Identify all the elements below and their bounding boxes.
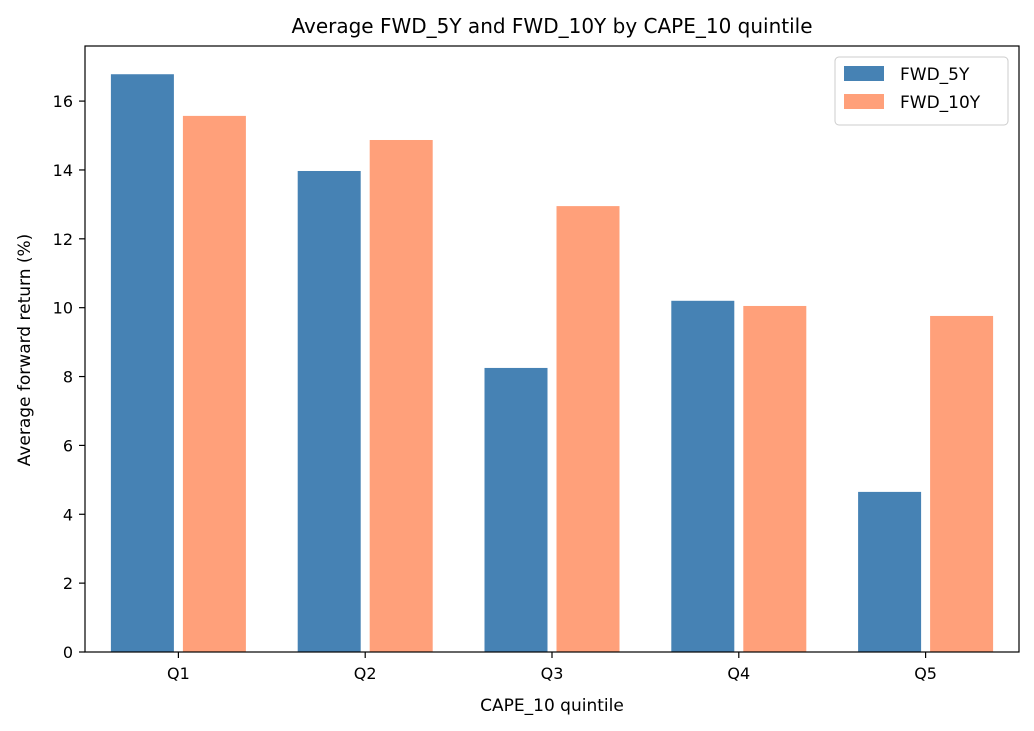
x-tick-label: Q2 xyxy=(354,664,377,683)
x-tick-label: Q1 xyxy=(167,664,190,683)
legend-label-fwd-5y: FWD_5Y xyxy=(900,65,970,85)
y-tick-label: 0 xyxy=(63,643,73,662)
legend-swatch-fwd-10y xyxy=(844,94,884,109)
y-tick-label: 4 xyxy=(63,505,73,524)
x-tick-label: Q3 xyxy=(541,664,564,683)
bar-fwd-5y-q3 xyxy=(484,367,548,652)
y-tick-label: 10 xyxy=(53,299,73,318)
bar-fwd-5y-q4 xyxy=(671,300,735,652)
bar-fwd-10y-q1 xyxy=(182,115,246,652)
x-tick-label: Q4 xyxy=(727,664,750,683)
bar-fwd-10y-q4 xyxy=(743,305,807,652)
x-tick-label: Q5 xyxy=(914,664,937,683)
bar-fwd-10y-q5 xyxy=(930,315,994,652)
bar-fwd-10y-q3 xyxy=(556,206,620,652)
bar-fwd-10y-q2 xyxy=(369,139,433,652)
plot-area: Q1 Q2 Q3 Q4 Q5 0 2 4 6 8 10 12 14 16 xyxy=(53,45,1020,683)
legend: FWD_5Y FWD_10Y xyxy=(834,56,1009,126)
y-tick-label: 2 xyxy=(63,574,73,593)
y-tick-label: 12 xyxy=(53,230,73,249)
bar-fwd-5y-q2 xyxy=(297,170,361,653)
legend-label-fwd-10y: FWD_10Y xyxy=(900,93,981,113)
y-tick-label: 16 xyxy=(53,92,73,111)
y-tick-label: 8 xyxy=(63,368,73,387)
y-axis-label: Average forward return (%) xyxy=(15,234,35,467)
chart-title: Average FWD_5Y and FWD_10Y by CAPE_10 qu… xyxy=(291,14,812,38)
legend-swatch-fwd-5y xyxy=(844,66,884,81)
y-tick-label: 6 xyxy=(63,436,73,455)
bar-fwd-5y-q5 xyxy=(858,491,922,652)
y-tick-label: 14 xyxy=(53,161,73,180)
x-axis-label: CAPE_10 quintile xyxy=(480,696,624,716)
bar-fwd-5y-q1 xyxy=(110,74,174,653)
